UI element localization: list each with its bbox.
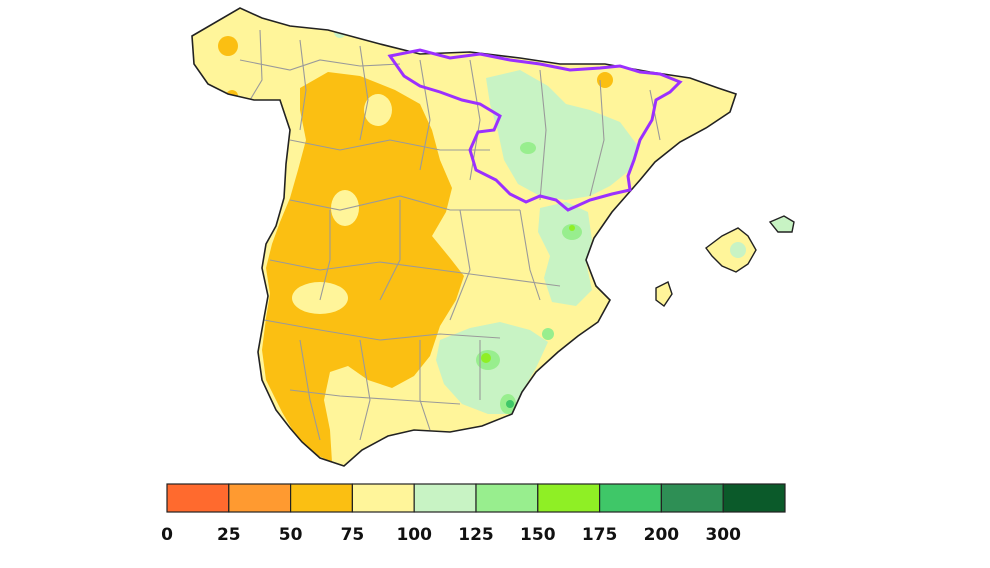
island-ibiza: [655, 281, 673, 308]
legend-tick-label: 125: [458, 525, 494, 545]
island-menorca: [768, 215, 795, 233]
zone-125-150-alicante: [542, 328, 554, 340]
zone-75-100-hole-center: [331, 190, 359, 226]
legend-swatches: [166, 483, 786, 513]
zone-100-125-ebro: [486, 70, 638, 200]
legend-tick-label: 175: [582, 525, 618, 545]
legend-swatch-0: [166, 483, 230, 513]
legend-tick-label: 100: [396, 525, 432, 545]
legend-swatch-6: [537, 483, 601, 513]
legend-swatch-9: [722, 483, 786, 513]
legend-swatch-2: [290, 483, 354, 513]
legend-tick-label: 75: [341, 525, 365, 545]
zone-175-200-almeria: [506, 400, 514, 408]
legend-tick-label: 300: [705, 525, 741, 545]
legend-swatch-7: [598, 483, 662, 513]
zone-50-75-spot-pyrenees: [597, 72, 613, 88]
legend-tick-label: 200: [644, 525, 680, 545]
legend: 0 25 50 75 100 125 150 175 200 300: [161, 483, 786, 545]
legend-swatch-5: [475, 483, 539, 513]
legend-tick-label: 150: [520, 525, 556, 545]
iberian-peninsula: [191, 7, 738, 467]
province-borders: [239, 29, 661, 441]
zone-125-150-ebro: [520, 142, 536, 154]
legend-swatch-8: [660, 483, 724, 513]
balearic-islands: [655, 215, 795, 308]
legend-tick-label: 50: [279, 525, 303, 545]
zone-50-75-west: [262, 72, 464, 462]
legend-swatch-1: [228, 483, 292, 513]
legend-swatch-4: [413, 483, 477, 513]
precipitation-zones: [218, 26, 638, 462]
zone-150-175-valencia: [569, 225, 575, 231]
zone-50-75-spot-galicia: [218, 36, 238, 56]
legend-tick-label: 0: [161, 525, 173, 545]
legend-swatch-3: [351, 483, 415, 513]
legend-tick-label: 25: [217, 525, 241, 545]
highlighted-region-outline: [387, 48, 683, 212]
zone-75-100-hole-north: [364, 94, 392, 126]
zone-125-150-valencia: [562, 224, 582, 240]
peninsula-coastline: [191, 7, 738, 467]
legend-labels: 0 25 50 75 100 125 150 175 200 300: [161, 525, 741, 545]
island-mallorca-green: [730, 242, 746, 258]
zone-150-175-murcia: [481, 353, 491, 363]
